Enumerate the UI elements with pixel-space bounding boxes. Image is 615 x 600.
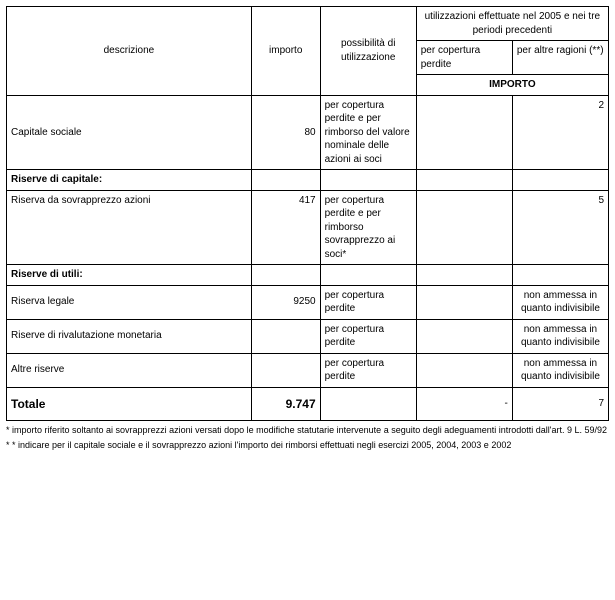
cell-copertura — [416, 285, 512, 319]
cell-descr: Riserve di rivalutazione monetaria — [7, 319, 252, 353]
row-altre-riserve: Altre riserve per copertura perdite non … — [7, 353, 609, 387]
cell-descr: Altre riserve — [7, 353, 252, 387]
th-descrizione: descrizione — [7, 7, 252, 96]
cell-possibilita: per copertura perdite — [320, 353, 416, 387]
footnote-1: * importo riferito soltanto ai sovrappre… — [6, 425, 609, 436]
cell-altre: non ammessa in quanto indivisibile — [512, 319, 608, 353]
cell-possibilita: per copertura perdite — [320, 285, 416, 319]
cell-importo — [251, 353, 320, 387]
cell-possibilita: per copertura perdite e per rimborso del… — [320, 95, 416, 170]
cell-section-header: Riserve di capitale: — [7, 170, 252, 191]
cell-altre: non ammessa in quanto indivisibile — [512, 285, 608, 319]
cell-copertura — [416, 319, 512, 353]
cell-descr: Capitale sociale — [7, 95, 252, 170]
cell-copertura: - — [416, 387, 512, 420]
cell-importo: 417 — [251, 190, 320, 265]
cell-descr: Riserva legale — [7, 285, 252, 319]
th-importo: importo — [251, 7, 320, 96]
reserves-table: descrizione importo possibilità di utili… — [6, 6, 609, 421]
footnote-2: * * indicare per il capitale sociale e i… — [6, 440, 609, 451]
cell-copertura — [416, 190, 512, 265]
th-per-copertura: per copertura perdite — [416, 41, 512, 75]
cell-altre: 5 — [512, 190, 608, 265]
row-totale: Totale 9.747 - 7 — [7, 387, 609, 420]
row-riserve-rivalutazione: Riserve di rivalutazione monetaria per c… — [7, 319, 609, 353]
cell-descr: Totale — [7, 387, 252, 420]
th-possibilita: possibilità di utilizzazione — [320, 7, 416, 96]
cell-altre: non ammessa in quanto indivisibile — [512, 353, 608, 387]
row-riserve-capitale-header: Riserve di capitale: — [7, 170, 609, 191]
row-capitale-sociale: Capitale sociale 80 per copertura perdit… — [7, 95, 609, 170]
row-riserva-sovrapprezzo: Riserva da sovrapprezzo azioni 417 per c… — [7, 190, 609, 265]
th-per-altre: per altre ragioni (**) — [512, 41, 608, 75]
cell-descr: Riserva da sovrapprezzo azioni — [7, 190, 252, 265]
cell-section-header: Riserve di utili: — [7, 265, 252, 286]
cell-importo: 9.747 — [251, 387, 320, 420]
cell-altre: 2 — [512, 95, 608, 170]
cell-copertura — [416, 353, 512, 387]
cell-possibilita — [320, 387, 416, 420]
cell-importo — [251, 319, 320, 353]
row-riserve-utili-header: Riserve di utili: — [7, 265, 609, 286]
cell-copertura — [416, 95, 512, 170]
footnotes: * importo riferito soltanto ai sovrappre… — [6, 425, 609, 452]
th-utilizzazioni: utilizzazioni effettuate nel 2005 e nei … — [416, 7, 608, 41]
cell-possibilita: per copertura perdite e per rimborso sov… — [320, 190, 416, 265]
cell-importo: 9250 — [251, 285, 320, 319]
cell-possibilita: per copertura perdite — [320, 319, 416, 353]
row-riserva-legale: Riserva legale 9250 per copertura perdit… — [7, 285, 609, 319]
cell-importo: 80 — [251, 95, 320, 170]
cell-altre: 7 — [512, 387, 608, 420]
th-importo-sub: IMPORTO — [416, 75, 608, 96]
